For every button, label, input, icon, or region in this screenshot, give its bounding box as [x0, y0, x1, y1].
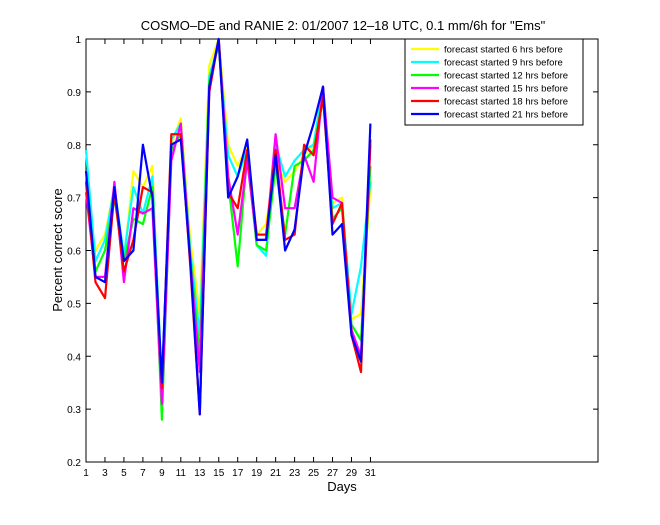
- x-tick-label: 29: [346, 468, 358, 479]
- legend-label: forecast started 18 hrs before: [444, 97, 568, 108]
- legend: forecast started 6 hrs before forecast st…: [404, 38, 584, 126]
- x-tick-label: 23: [289, 468, 301, 479]
- y-tick-label: 0.7: [67, 194, 81, 205]
- x-tick-label: 3: [102, 468, 108, 479]
- legend-label: forecast started 15 hrs before: [444, 84, 568, 95]
- y-tick-label: 0.5: [67, 299, 81, 310]
- series-line: [84, 37, 372, 416]
- x-tick-label: 21: [270, 468, 282, 479]
- x-axis-label: Days: [327, 479, 357, 494]
- series-lines: [84, 37, 372, 421]
- x-tick-label: 25: [308, 468, 320, 479]
- legend-label: forecast started 6 hrs before: [444, 45, 563, 56]
- x-tick-label: 9: [159, 468, 165, 479]
- x-tick-label: 5: [121, 468, 127, 479]
- legend-label: forecast started 21 hrs before: [444, 110, 568, 121]
- chart-title: COSMO–DE and RANIE 2: 01/2007 12–18 UTC,…: [141, 18, 546, 33]
- y-tick-labels: 0.2 0.3 0.4 0.5 0.6 0.7 0.8 0.9 1: [67, 35, 81, 469]
- y-tick-label: 0.8: [67, 141, 81, 152]
- y-tick-label: 0.6: [67, 247, 81, 258]
- y-axis-label: Percent correct score: [50, 188, 65, 312]
- x-tick-label: 1: [83, 468, 89, 479]
- legend-label: forecast started 9 hrs before: [444, 58, 563, 69]
- x-tick-label: 19: [251, 468, 263, 479]
- x-tick-label: 15: [213, 468, 225, 479]
- x-tick-label: 7: [140, 468, 146, 479]
- y-tick-label: 1: [75, 35, 81, 46]
- y-tick-label: 0.2: [67, 458, 81, 469]
- x-tick-label: 13: [194, 468, 206, 479]
- y-tick-label: 0.9: [67, 88, 81, 99]
- x-tick-label: 27: [327, 468, 339, 479]
- x-tick-labels: 1 3 5 7 9 11 13 15 17 19 21 23 25 27 29 31: [83, 468, 376, 479]
- legend-label: forecast started 12 hrs before: [444, 71, 568, 82]
- legend-items: forecast started 6 hrs before forecast st…: [411, 45, 568, 121]
- legend-box: [404, 38, 584, 126]
- x-tick-label: 11: [176, 468, 187, 479]
- y-tick-label: 0.3: [67, 405, 81, 416]
- y-tick-label: 0.4: [67, 352, 81, 363]
- x-tick-label: 31: [365, 468, 377, 479]
- x-tick-label: 17: [232, 468, 244, 479]
